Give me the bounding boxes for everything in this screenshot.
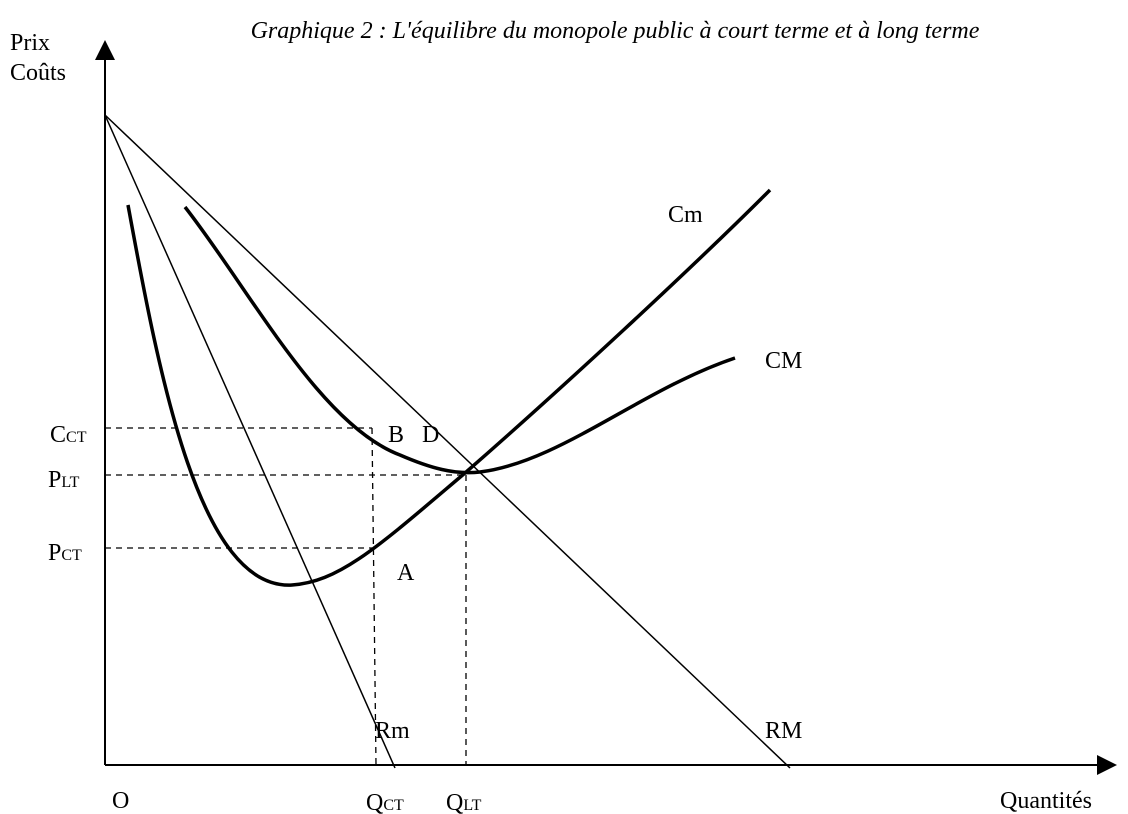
curve-label: CM [765, 348, 802, 374]
cm-average-curve [183, 205, 736, 475]
y-label: Prix [10, 30, 50, 56]
rm-line [104, 114, 791, 769]
y-level: PLT [48, 467, 80, 493]
base-text: C [50, 422, 66, 448]
y-label: Coûts [10, 60, 66, 86]
guides [105, 427, 467, 766]
point-label: D [422, 422, 439, 448]
y-level: CCT [50, 422, 87, 448]
curve-label: RM [765, 718, 802, 744]
title: Graphique 2 : L'équilibre du monopole pu… [251, 18, 980, 44]
point-label: A [397, 560, 415, 586]
curve-label: Rm [375, 718, 410, 744]
x-level: QLT [446, 790, 482, 814]
x-level: QCT [366, 790, 404, 814]
base-text: Q [366, 790, 383, 814]
point-label: B [388, 422, 404, 448]
y-level: PCT [48, 540, 82, 566]
subscript: CT [66, 429, 87, 446]
rm-marginal-line [104, 114, 396, 769]
subscript: LT [61, 474, 79, 491]
x-label: Quantités [1000, 788, 1092, 814]
subscript: CT [383, 797, 404, 814]
cm-curve [126, 188, 772, 587]
base-text: P [48, 467, 61, 493]
subscript: CT [61, 547, 82, 564]
origin: O [112, 788, 129, 814]
subscript: LT [463, 797, 481, 814]
base-text: P [48, 540, 61, 566]
curve-label: Cm [668, 202, 703, 228]
base-text: Q [446, 790, 463, 814]
